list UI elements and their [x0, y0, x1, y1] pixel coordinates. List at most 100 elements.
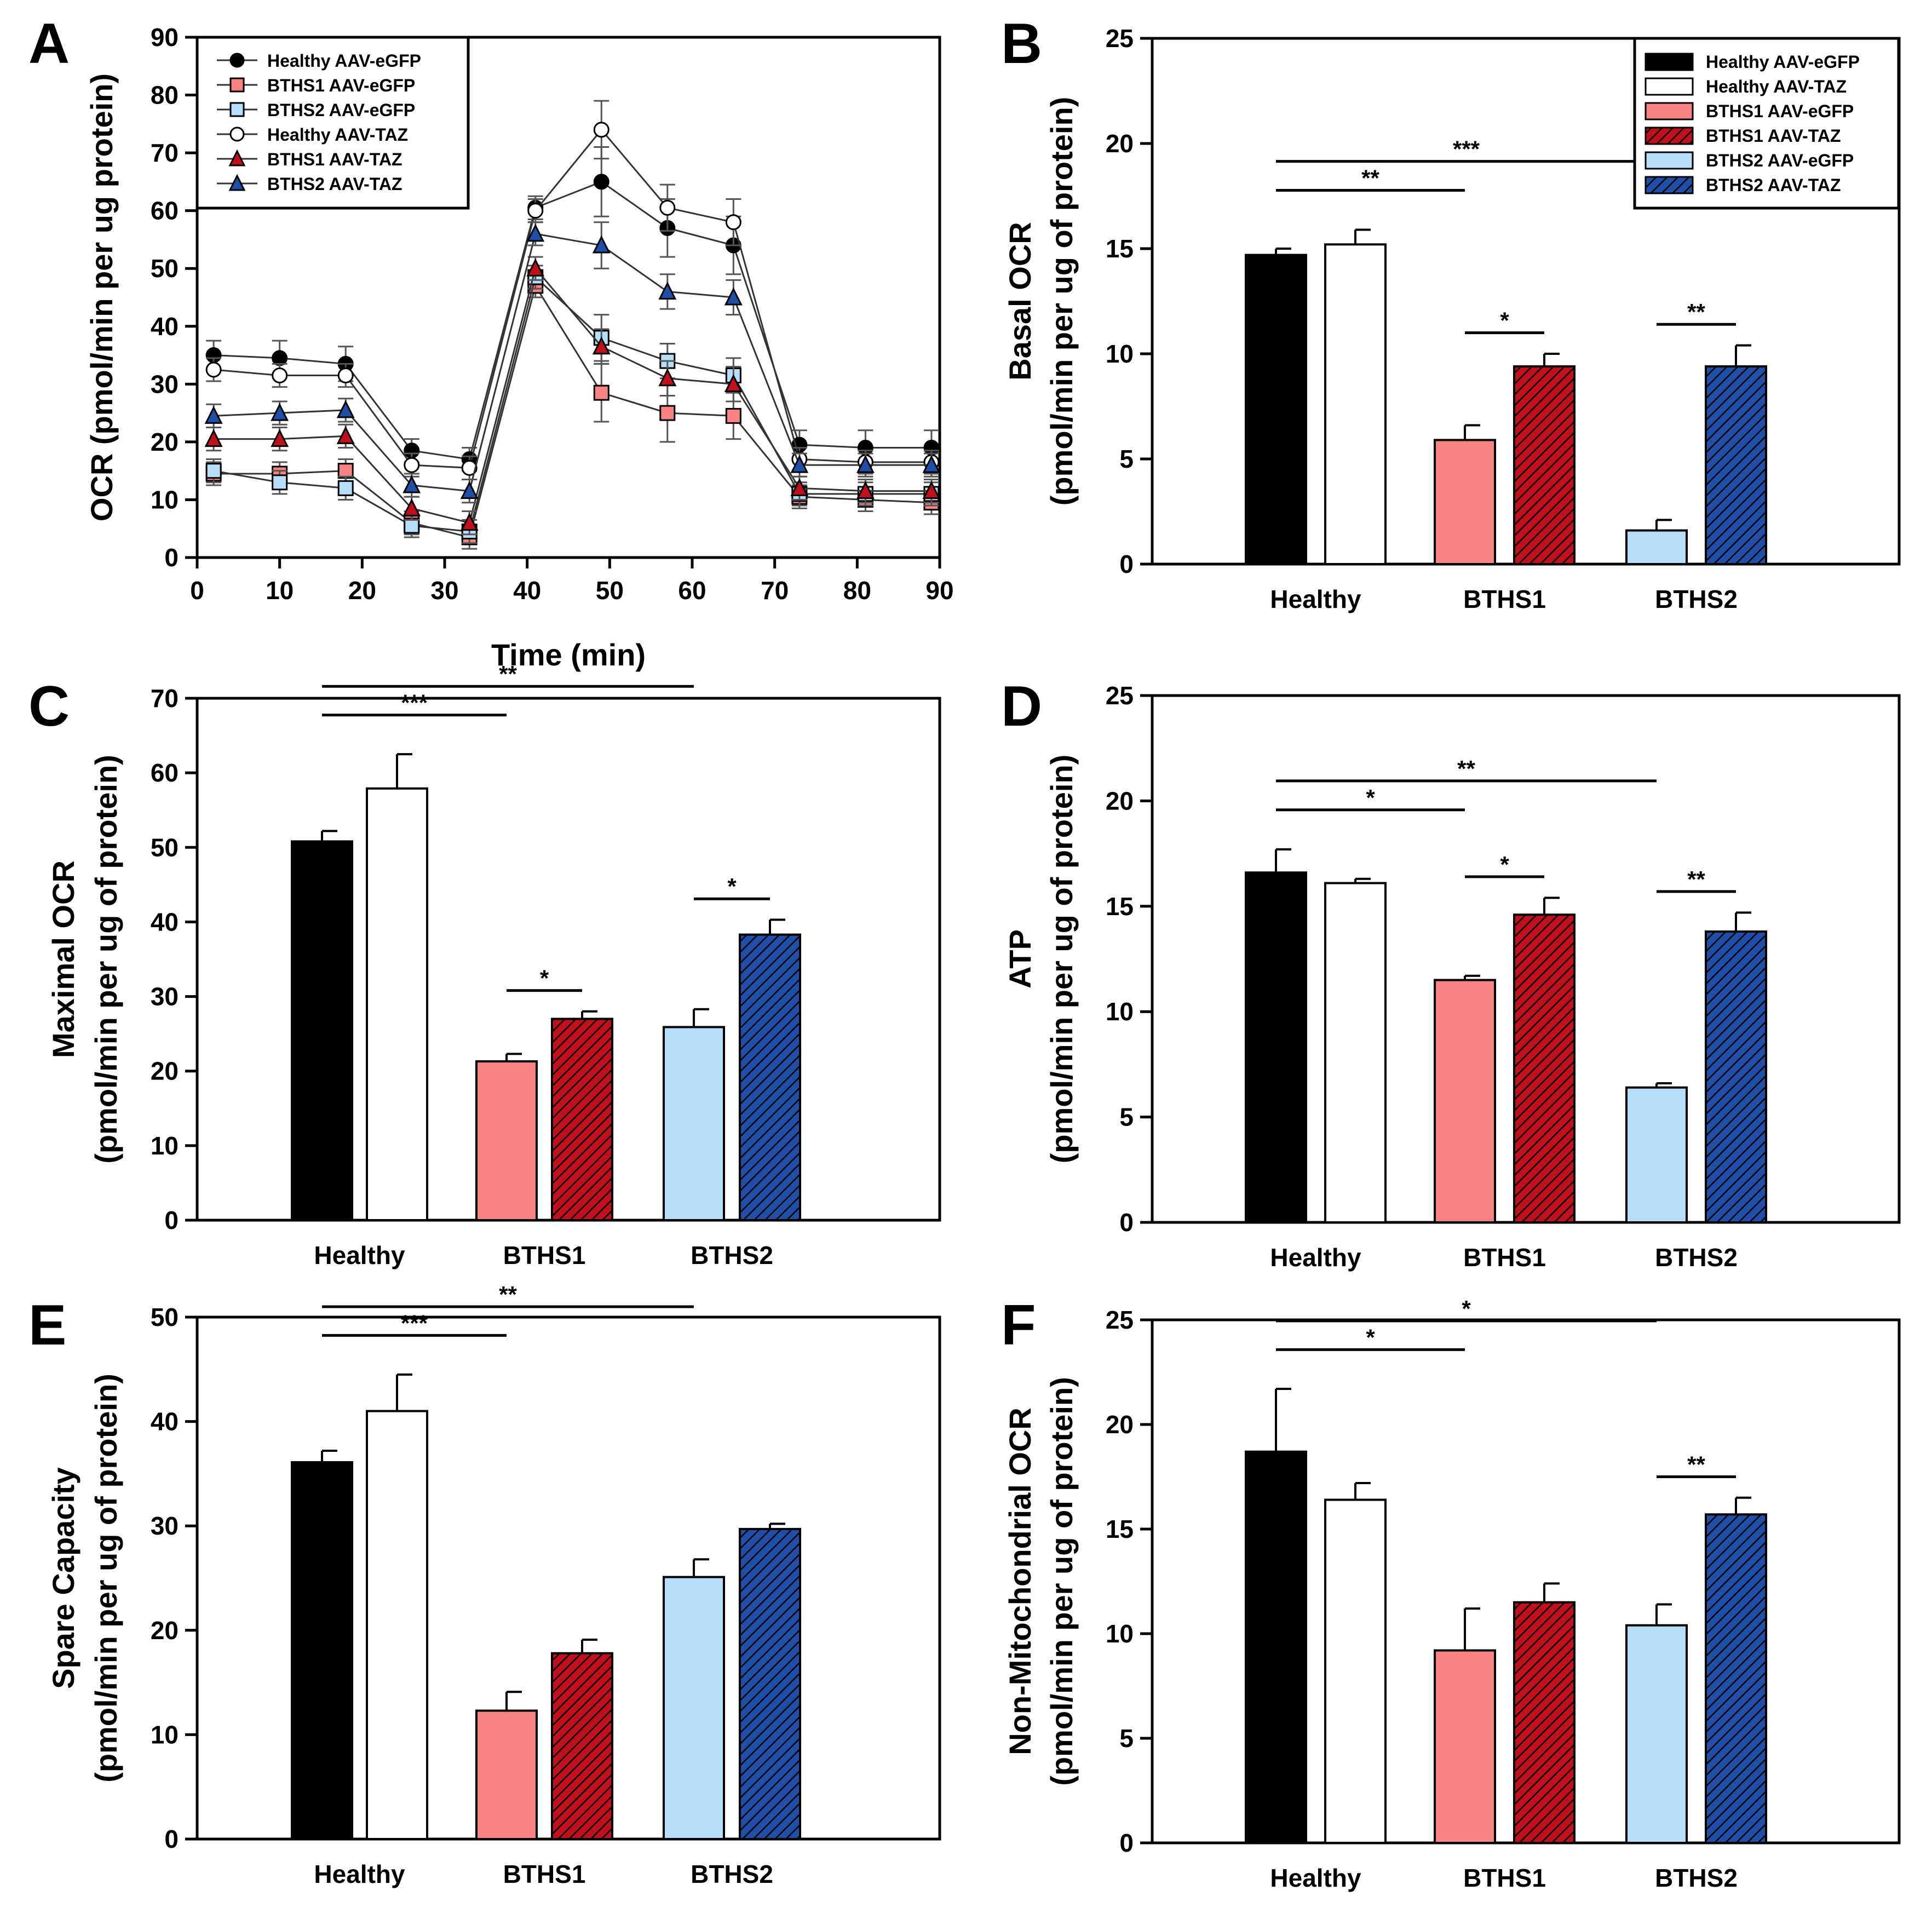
data-point [228, 149, 246, 166]
data-point [658, 368, 677, 387]
legend-label: BTHS1 AAV-TAZ [267, 150, 403, 169]
y-axis-subtitle: (pmol/min per ug of protein) [1044, 755, 1079, 1164]
y-tick-label: 15 [1106, 892, 1134, 921]
legend-swatch [1645, 77, 1694, 96]
bar [1513, 365, 1576, 565]
y-tick-label: 60 [151, 759, 179, 787]
data-point [527, 203, 544, 219]
data-point [461, 459, 478, 476]
x-tick-label: 40 [513, 576, 541, 605]
significance-label: ** [1361, 165, 1379, 191]
data-point [526, 258, 545, 277]
data-point [404, 457, 420, 473]
significance-label: * [1366, 1324, 1375, 1350]
data-point [272, 474, 288, 491]
y-tick-label: 20 [1106, 1410, 1134, 1439]
data-point [271, 403, 289, 421]
series-line [214, 267, 932, 524]
significance-label: *** [401, 1310, 428, 1336]
legend-label: Healthy AAV-eGFP [1706, 52, 1860, 72]
data-point [337, 463, 354, 479]
x-tick-label: 50 [596, 576, 624, 605]
series-line [213, 275, 932, 533]
bar [475, 1709, 538, 1841]
bar [1245, 254, 1307, 565]
bar [475, 1060, 538, 1222]
data-point [336, 426, 355, 444]
data-point [272, 367, 288, 383]
category-label: BTHS1 [1463, 585, 1546, 613]
y-tick-label: 10 [151, 1131, 179, 1160]
series-line [214, 181, 932, 461]
bar [1324, 882, 1387, 1224]
y-tick-label: 5 [1119, 1103, 1134, 1131]
y-axis-subtitle: (pmol/min per ug of protein) [89, 755, 123, 1164]
category-label: BTHS1 [503, 1860, 586, 1888]
category-label: Healthy [1270, 1864, 1361, 1892]
series [205, 265, 940, 544]
x-tick-label: 80 [843, 576, 871, 605]
y-axis-subtitle: (pmol/min per ug of protein) [1044, 1377, 1079, 1786]
significance-label: *** [401, 690, 428, 716]
panel-tag: B [1001, 12, 1042, 76]
panel-c: C 0 10 20 30 40 50 60 70 Healthy BTHS1 BTHS2 Maximal… [28, 661, 941, 1269]
panel-a: A 0 10 20 30 40 50 60 70 80 90 0 10 20 30 40 50 60 70 80 90 T… [28, 12, 954, 672]
data-point [593, 384, 610, 401]
series-line [214, 128, 932, 469]
panel-tag: F [1001, 1294, 1036, 1357]
category-label: BTHS2 [691, 1241, 773, 1269]
data-point [337, 367, 354, 383]
bar [739, 933, 801, 1221]
category-label: BTHS2 [1655, 585, 1738, 613]
bar [1625, 1086, 1688, 1224]
bar [1705, 930, 1767, 1223]
y-tick-label: 20 [1106, 129, 1134, 158]
y-tick-label: 30 [151, 983, 179, 1011]
significance-label: * [1366, 785, 1375, 811]
y-axis-subtitle: (pmol/min per ug of protein) [1044, 97, 1079, 506]
data-point [204, 406, 223, 424]
y-tick-label: 30 [151, 370, 179, 398]
data-point [336, 400, 355, 418]
legend-box [196, 36, 470, 210]
bar [739, 1527, 801, 1840]
panel-tag: E [28, 1294, 66, 1357]
series-line [214, 284, 932, 538]
bar [1513, 913, 1576, 1223]
y-tick-label: 10 [1106, 1619, 1134, 1648]
data-point [526, 223, 545, 242]
legend: Healthy AAV-eGFP BTHS1 AAV-eGFP BTHS2 AAV-… [196, 36, 470, 210]
panel-b: B 0 5 10 15 20 25 Healthy BTHS1 BTHS2 Basal OCR (pm… [1001, 12, 1901, 613]
y-axis-title: Non-Mitochondrial OCR [1003, 1407, 1037, 1755]
y-tick-label: 10 [1106, 340, 1134, 368]
significance-label: ** [1687, 866, 1705, 892]
y-tick-label: 40 [151, 1407, 179, 1436]
data-point [856, 455, 875, 473]
data-point [229, 127, 245, 142]
panel-tag: D [1001, 675, 1042, 738]
data-point [460, 481, 479, 499]
y-tick-label: 5 [1119, 445, 1134, 473]
legend-swatch [1645, 176, 1694, 194]
bar [366, 787, 428, 1222]
category-label: Healthy [314, 1860, 405, 1888]
y-tick-label: 0 [164, 1206, 179, 1234]
legend-swatch [1645, 127, 1694, 145]
x-tick-label: 90 [925, 576, 953, 605]
legend-label: BTHS1 AAV-eGFP [1706, 101, 1854, 121]
bar [1705, 365, 1767, 565]
y-tick-label: 50 [151, 1303, 179, 1331]
legend-label: Healthy AAV-TAZ [267, 125, 408, 145]
y-tick-label: 20 [1106, 786, 1134, 815]
bar [1324, 243, 1387, 565]
y-axis-title: Maximal OCR [46, 860, 81, 1058]
y-tick-label: 0 [1119, 550, 1134, 578]
data-point [229, 102, 245, 117]
data-point [229, 77, 245, 93]
data-point [460, 513, 479, 531]
y-tick-label: 0 [1119, 1208, 1134, 1237]
significance-label: ** [499, 661, 517, 687]
bar [663, 1576, 725, 1840]
significance-label: * [1500, 852, 1509, 877]
